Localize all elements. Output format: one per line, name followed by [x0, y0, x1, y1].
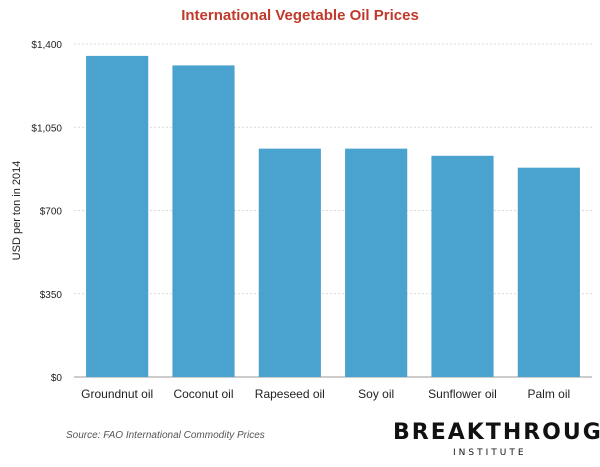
bar — [86, 55, 149, 378]
chart-title: International Vegetable Oil Prices — [181, 7, 419, 24]
x-tick-label: Rapeseed oil — [255, 387, 325, 401]
x-tick-label: Soy oil — [358, 387, 394, 401]
y-tick-label: $0 — [51, 373, 63, 384]
bar — [172, 65, 235, 378]
y-axis-label: USD per ton in 2014 — [11, 161, 23, 261]
bar — [431, 155, 494, 377]
x-tick-label: Palm oil — [527, 387, 570, 401]
x-tick-label: Groundnut oil — [81, 387, 153, 401]
breakthrough-logo: BREAKTHROUGH INSTITUTE — [393, 420, 600, 464]
x-tick-label: Coconut oil — [173, 387, 233, 401]
y-tick-label: $700 — [40, 207, 63, 218]
logo-subtitle: INSTITUTE — [453, 448, 527, 458]
bar — [258, 148, 321, 377]
source-note: Source: FAO International Commodity Pric… — [66, 430, 265, 441]
bar — [345, 148, 408, 377]
bar — [517, 167, 580, 377]
y-tick-label: $1,400 — [31, 40, 62, 51]
logo-wordmark: BREAKTHROUGH — [393, 420, 600, 445]
y-tick-label: $350 — [40, 290, 63, 301]
y-tick-label: $1,050 — [31, 123, 62, 134]
x-tick-label: Sunflower oil — [428, 387, 497, 401]
